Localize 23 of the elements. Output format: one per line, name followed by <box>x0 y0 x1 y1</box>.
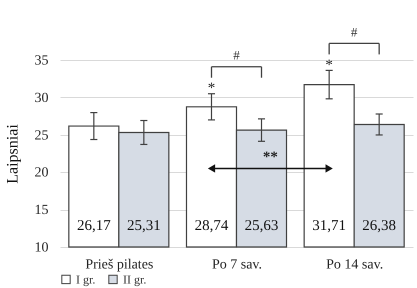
y-tick-label: 30 <box>34 90 48 106</box>
data-label: 25,31 <box>126 218 161 234</box>
annotation: # <box>233 48 240 63</box>
annotation: * <box>208 80 216 97</box>
legend-label: II gr. <box>123 272 146 286</box>
y-tick-label: 25 <box>34 128 48 144</box>
x-tick-label: Po 7 sav. <box>212 258 262 272</box>
data-label: 26,38 <box>362 218 396 234</box>
y-axis-title: Laipsniai <box>4 124 22 184</box>
data-label: 26,17 <box>76 218 112 234</box>
y-tick-label: 35 <box>34 54 48 68</box>
x-tick-label: Prieš pilates <box>85 258 154 272</box>
y-tick-label: 10 <box>34 240 48 256</box>
annotation: * <box>325 57 333 74</box>
data-label: 28,74 <box>194 218 229 234</box>
y-tick-label: 15 <box>34 203 48 218</box>
legend-label: I gr. <box>76 272 96 286</box>
data-label: 31,71 <box>312 218 346 234</box>
data-label: 25,63 <box>244 218 278 234</box>
y-tick-label: 20 <box>34 166 48 181</box>
text: # <box>350 24 358 40</box>
annotation: ** <box>262 149 278 166</box>
x-tick-label: Po 14 sav. <box>326 258 384 272</box>
